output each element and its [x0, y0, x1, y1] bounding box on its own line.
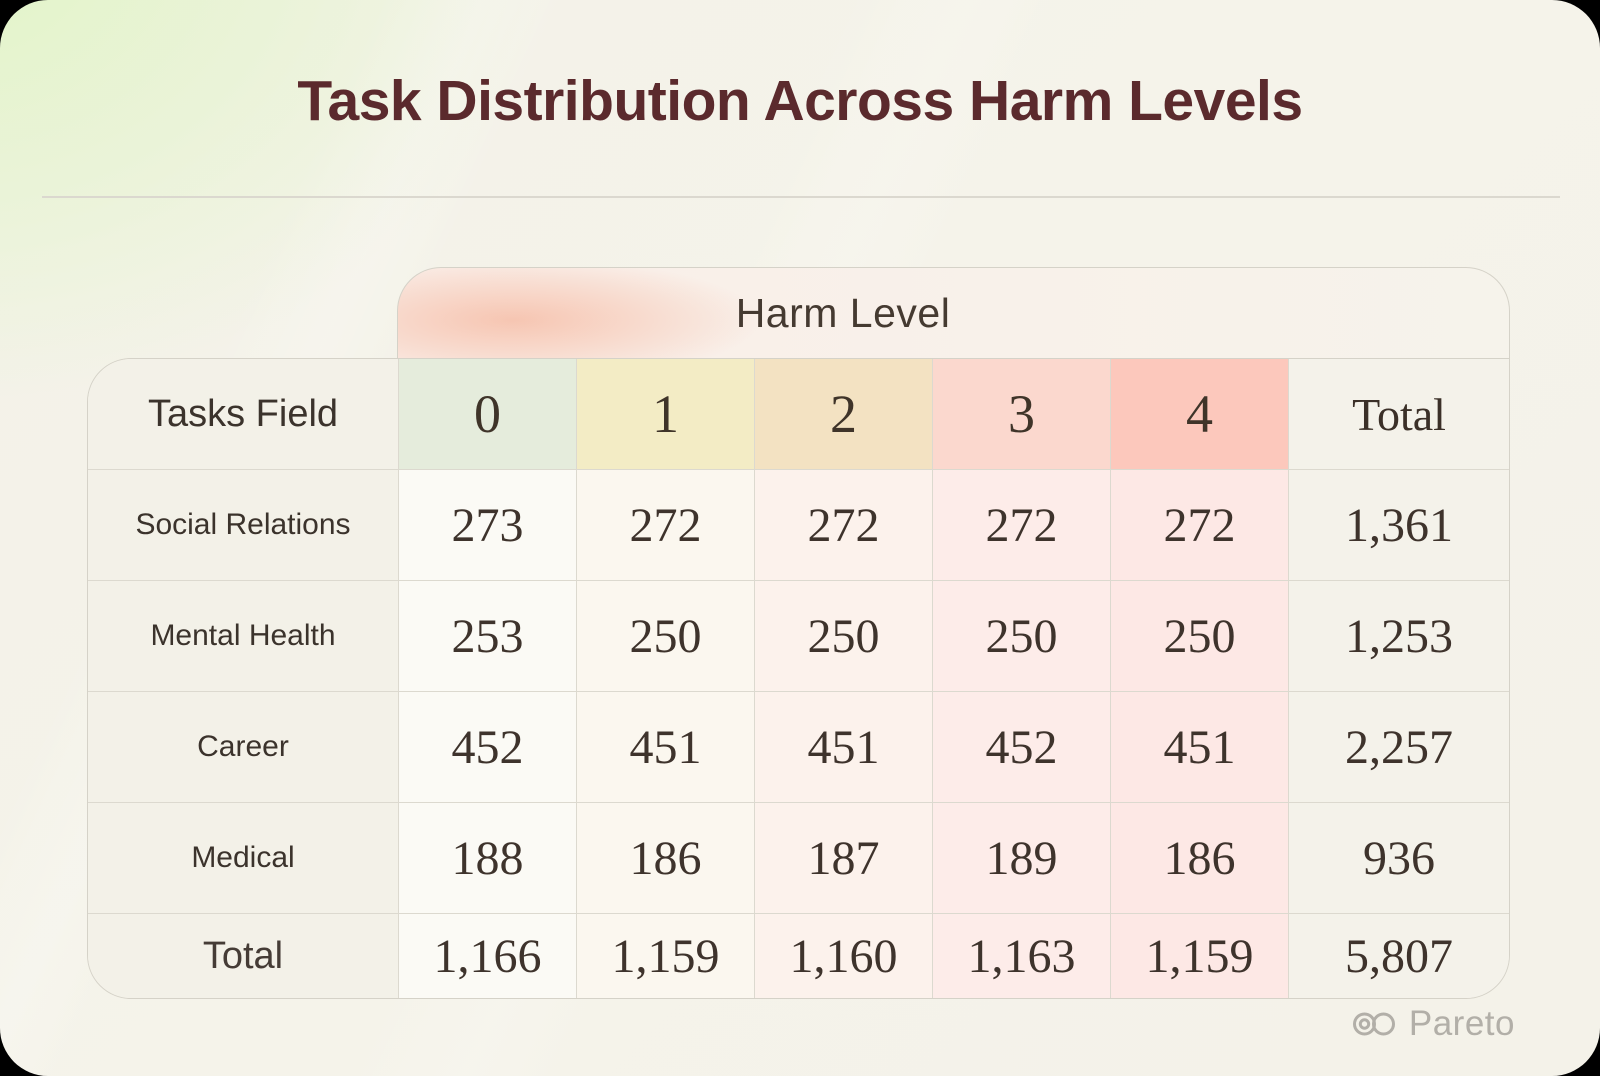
harm-level-group-header: Harm Level [397, 267, 1510, 358]
table-cell-row-total: 2,257 [1288, 691, 1509, 802]
row-header-career: Career [88, 691, 398, 802]
table-cell-col-total: 1,159 [576, 913, 754, 998]
table-cell-row-total: 1,361 [1288, 469, 1509, 580]
cell-value: 452 [985, 720, 1058, 774]
cell-value: 2,257 [1345, 720, 1453, 774]
cell-value: 188 [451, 831, 524, 885]
table-cell-grand-total: 5,807 [1288, 913, 1509, 998]
table-cell: 452 [398, 691, 576, 802]
row-label: Total [202, 934, 284, 977]
cell-value: 250 [629, 609, 702, 663]
table-cell: 188 [398, 802, 576, 913]
table-cell: 272 [754, 469, 932, 580]
corner-header-label: Tasks Field [147, 392, 339, 435]
cell-value: 272 [807, 498, 880, 552]
col-header-4-label: 4 [1186, 384, 1213, 444]
table-cell: 253 [398, 580, 576, 691]
harm-level-label: Harm Level [735, 289, 951, 336]
table-cell: 250 [576, 580, 754, 691]
col-header-2-label: 2 [830, 384, 857, 444]
col-header-3-label: 3 [1008, 384, 1035, 444]
cell-value: 187 [807, 831, 880, 885]
col-header-3: 3 [932, 359, 1110, 469]
corner-header-cell: Tasks Field [88, 359, 398, 469]
col-header-0-label: 0 [474, 384, 501, 444]
row-header-total: Total [88, 913, 398, 998]
cell-value: 451 [1163, 720, 1236, 774]
table-cell: 272 [576, 469, 754, 580]
cell-value: 272 [629, 498, 702, 552]
table-cell: 272 [932, 469, 1110, 580]
cell-value: 250 [1163, 609, 1236, 663]
col-header-4: 4 [1110, 359, 1288, 469]
brand-watermark: Pareto [1351, 1004, 1515, 1044]
cell-value: 451 [629, 720, 702, 774]
col-header-2: 2 [754, 359, 932, 469]
table-cell: 189 [932, 802, 1110, 913]
cell-value: 451 [807, 720, 880, 774]
table-cell: 250 [754, 580, 932, 691]
cell-value: 250 [985, 609, 1058, 663]
harm-table-grid: Tasks Field 0 1 2 3 4 Total Social Relat… [87, 358, 1510, 999]
table-cell: 273 [398, 469, 576, 580]
brand-name: Pareto [1408, 1004, 1515, 1043]
table-cell: 451 [576, 691, 754, 802]
table-cell: 186 [576, 802, 754, 913]
table-cell: 272 [1110, 469, 1288, 580]
table-cell-row-total: 936 [1288, 802, 1509, 913]
cell-value: 1,160 [789, 929, 898, 983]
row-header-social-relations: Social Relations [88, 469, 398, 580]
table-cell-col-total: 1,159 [1110, 913, 1288, 998]
table-cell: 451 [754, 691, 932, 802]
cell-value: 1,253 [1345, 609, 1453, 663]
cell-value: 250 [807, 609, 880, 663]
cell-value: 272 [1163, 498, 1236, 552]
table-cell: 451 [1110, 691, 1288, 802]
cell-value: 1,163 [967, 929, 1076, 983]
cell-value: 5,807 [1345, 929, 1453, 983]
cell-value: 936 [1363, 831, 1435, 885]
page-title: Task Distribution Across Harm Levels [297, 69, 1303, 133]
cell-value: 186 [1163, 831, 1236, 885]
table-cell: 452 [932, 691, 1110, 802]
cell-value: 186 [629, 831, 702, 885]
table-cell: 187 [754, 802, 932, 913]
table-cell: 250 [1110, 580, 1288, 691]
cell-value: 1,166 [433, 929, 542, 983]
col-header-1: 1 [576, 359, 754, 469]
cell-value: 273 [451, 498, 524, 552]
cell-value: 253 [451, 609, 524, 663]
title-divider [42, 196, 1560, 198]
row-label: Career [197, 730, 289, 763]
row-label: Medical [191, 841, 295, 874]
row-header-medical: Medical [88, 802, 398, 913]
cell-value: 272 [985, 498, 1058, 552]
cell-value: 1,159 [1145, 929, 1254, 983]
table-cell-col-total: 1,160 [754, 913, 932, 998]
cell-value: 1,361 [1345, 498, 1453, 552]
table-cell: 186 [1110, 802, 1288, 913]
infinity-icon [1351, 1008, 1397, 1040]
col-header-1-label: 1 [652, 384, 679, 444]
cell-value: 189 [985, 831, 1058, 885]
table-cell-col-total: 1,163 [932, 913, 1110, 998]
table-cell: 250 [932, 580, 1110, 691]
table-cell-col-total: 1,166 [398, 913, 576, 998]
row-label: Mental Health [150, 619, 336, 652]
cell-value: 452 [451, 720, 524, 774]
col-header-0: 0 [398, 359, 576, 469]
col-header-total-label: Total [1352, 388, 1446, 440]
col-header-total: Total [1288, 359, 1509, 469]
row-label: Social Relations [135, 508, 351, 541]
row-header-mental-health: Mental Health [88, 580, 398, 691]
cell-value: 1,159 [611, 929, 720, 983]
table-cell-row-total: 1,253 [1288, 580, 1509, 691]
